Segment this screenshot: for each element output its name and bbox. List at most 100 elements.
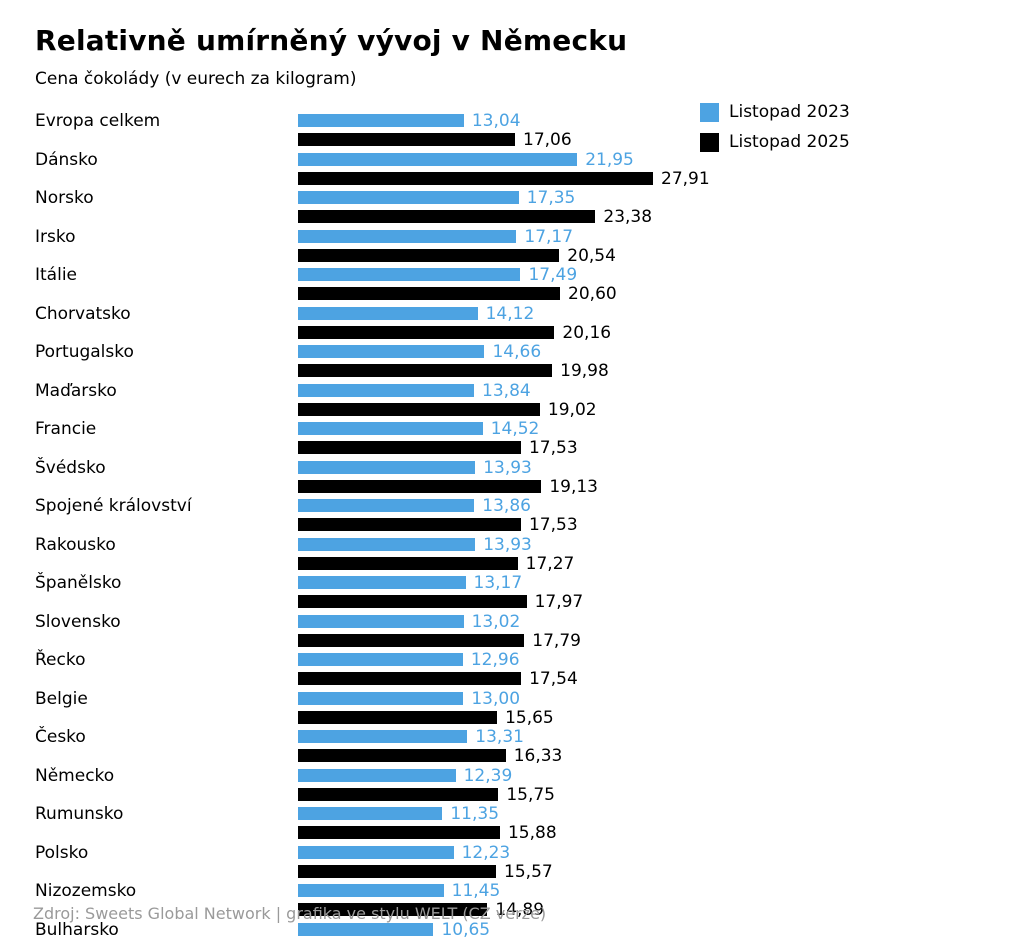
country-label: Řecko: [35, 650, 86, 670]
bar-2025: [298, 171, 653, 185]
value-label-2023: 13,04: [471, 111, 521, 131]
value-label-2025: 20,60: [568, 284, 617, 304]
value-label-2025: 14,89: [495, 900, 545, 920]
bar-2023: [298, 229, 517, 243]
bar-2025: [298, 479, 542, 493]
bar-2025: [298, 210, 596, 223]
value-label-2023: 17,49: [528, 265, 578, 285]
bar-2025: [298, 518, 521, 531]
bar-2023: [298, 576, 466, 589]
value-label-2023: 13,84: [482, 380, 531, 401]
legend-swatch-2023-icon: [700, 102, 719, 122]
value-label-2025: 17,06: [523, 130, 572, 150]
value-label-2023: 14,52: [490, 419, 540, 439]
country-label: Evropa celkem: [35, 111, 161, 131]
bar-2023: [298, 730, 468, 743]
bar-2023: [298, 383, 475, 397]
legend-item-2023: Listopad 2023: [700, 102, 850, 122]
bar-2025: [298, 287, 561, 300]
value-label-2023: 13,93: [483, 457, 532, 478]
value-label-2023: 14,66: [492, 342, 542, 362]
value-label-2023: 21,95: [585, 149, 634, 170]
chart-subtitle: Cena čokolády (v eurech za kilogram): [35, 69, 357, 89]
legend-label-2023: Listopad 2023: [729, 102, 850, 122]
bar-2025: [298, 133, 515, 146]
value-label-2025: 15,88: [507, 823, 557, 843]
country-label: Norsko: [35, 188, 94, 208]
country-label: Chorvatsko: [35, 303, 131, 324]
value-label-2023: 11,45: [451, 881, 501, 901]
value-label-2025: 15,75: [506, 784, 555, 805]
value-label-2023: 13,93: [483, 534, 532, 555]
bar-2023: [298, 614, 464, 628]
bar-2023: [298, 499, 475, 512]
value-label-2025: 20,54: [567, 245, 616, 266]
bar-2023: [298, 768, 456, 782]
bar-2023: [298, 306, 478, 320]
value-label-2023: 12,96: [470, 650, 520, 670]
bar-2023: [298, 460, 476, 474]
value-label-2023: 13,86: [482, 496, 531, 516]
legend-label-2025: Listopad 2025: [729, 132, 850, 152]
value-label-2025: 17,79: [532, 630, 581, 651]
legend-swatch-2025-icon: [700, 132, 719, 152]
legend-item-2025: Listopad 2025: [700, 132, 850, 152]
country-label: Švédsko: [35, 457, 106, 478]
chart-title: Relativně umírněný vývoj v Německu: [35, 24, 628, 57]
value-label-2023: 10,65: [441, 919, 491, 939]
value-label-2025: 15,65: [505, 707, 554, 728]
country-label: Francie: [35, 419, 97, 439]
value-label-2025: 17,54: [529, 669, 578, 689]
value-label-2023: 13,02: [471, 611, 521, 632]
country-label: Itálie: [35, 265, 78, 285]
country-label: Česko: [35, 727, 86, 747]
country-label: Spojené království: [35, 496, 192, 516]
value-label-2025: 19,13: [549, 476, 598, 497]
value-label-2023: 13,00: [471, 688, 521, 709]
country-label: Maďarsko: [35, 380, 117, 401]
country-label: Nizozemsko: [35, 881, 137, 901]
value-label-2023: 17,17: [524, 226, 574, 247]
bar-2023: [298, 691, 464, 705]
bar-2023: [298, 422, 483, 435]
value-label-2025: 15,57: [504, 861, 553, 882]
bar-2025: [298, 864, 497, 878]
value-label-2025: 17,27: [525, 553, 575, 574]
bar-2025: [298, 787, 499, 801]
bar-2023: [298, 653, 463, 666]
country-label: Rumunsko: [35, 804, 124, 824]
bar-2025: [298, 595, 527, 608]
value-label-2025: 17,53: [528, 515, 578, 535]
country-label: Slovensko: [35, 611, 121, 632]
country-label: Belgie: [35, 688, 88, 709]
value-label-2023: 14,12: [485, 303, 535, 324]
bar-2025: [298, 248, 560, 262]
bar-2023: [298, 268, 521, 281]
bar-2023: [298, 807, 443, 820]
value-label-2025: 23,38: [603, 207, 653, 227]
bar-2023: [298, 922, 434, 936]
value-label-2023: 13,31: [475, 727, 524, 747]
bar-2025: [298, 710, 498, 724]
country-label: Španělsko: [35, 573, 122, 593]
legend: Listopad 2023 Listopad 2025: [700, 102, 850, 162]
bar-2025: [298, 325, 555, 339]
bar-2023: [298, 537, 476, 551]
bar-2025: [298, 402, 540, 416]
bar-2025: [298, 633, 525, 647]
country-label: Bulharsko: [35, 919, 119, 939]
bar-2023: [298, 345, 485, 358]
value-label-2025: 20,16: [562, 322, 612, 343]
bar-2023: [298, 191, 519, 204]
bar-2023: [298, 114, 464, 127]
value-label-2023: 13,17: [473, 573, 523, 593]
value-label-2025: 16,33: [513, 746, 563, 766]
value-label-2025: 17,97: [534, 592, 584, 612]
country-label: Německo: [35, 765, 115, 786]
bar-2025: [298, 749, 506, 762]
bar-2025: [298, 903, 488, 916]
country-label: Portugalsko: [35, 342, 134, 362]
bar-2025: [298, 441, 521, 454]
